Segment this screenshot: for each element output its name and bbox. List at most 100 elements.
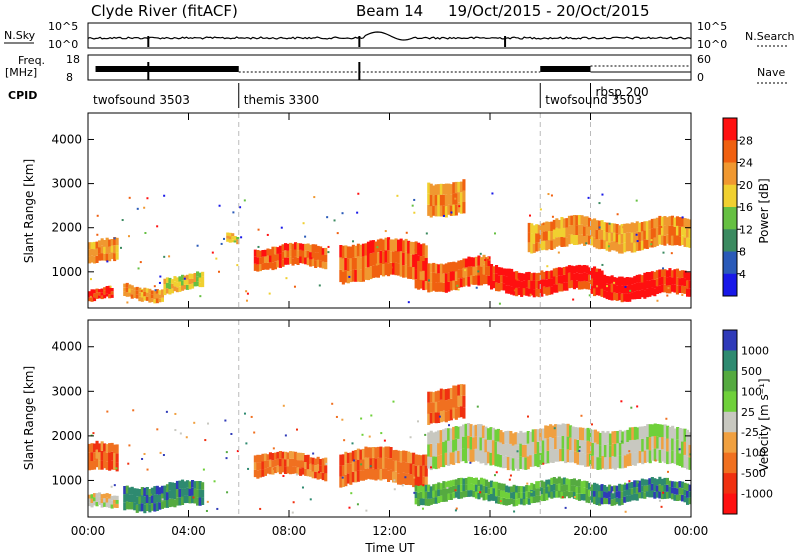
echo-speck (601, 193, 604, 196)
echo-cell (427, 491, 431, 499)
echo-cell (306, 462, 310, 470)
echo-cell (261, 263, 265, 270)
echo-cell (681, 217, 685, 227)
echo-cell (191, 487, 195, 496)
echo-cell (590, 278, 594, 287)
echo-cell (399, 462, 403, 474)
echo-cell (532, 484, 536, 491)
echo-cell (462, 478, 466, 485)
echo-cell (268, 262, 272, 269)
echo-cell (655, 227, 659, 237)
echo-cell (454, 181, 458, 194)
echo-cell (580, 281, 584, 290)
power-colorbar-step (723, 118, 737, 141)
echo-cell (394, 471, 398, 483)
echo-cell (474, 484, 478, 492)
echo-cell (625, 489, 629, 496)
echo-cell (686, 280, 690, 289)
echo-speck (96, 214, 99, 217)
echo-cell (623, 293, 627, 302)
echo-cell (486, 428, 490, 440)
echo-cell (565, 218, 569, 228)
echo-speck (424, 433, 427, 436)
echo-cell (394, 250, 398, 263)
echo-speck (484, 259, 487, 262)
echo-cell (496, 454, 500, 467)
echo-cell (424, 280, 428, 290)
echo-cell (653, 436, 657, 449)
echo-cell (675, 277, 679, 286)
echo-cell (507, 285, 511, 294)
echo-cell (88, 443, 92, 453)
echo-cell (273, 246, 277, 255)
echo-cell (389, 469, 393, 481)
echo-cell (564, 423, 568, 437)
echo-cell (535, 488, 539, 496)
echo-cell (556, 424, 560, 437)
echo-cell (414, 491, 418, 499)
echo-cell (278, 253, 282, 261)
echo-cell (638, 232, 642, 242)
echo-cell (135, 294, 139, 299)
echo-cell (482, 274, 486, 285)
echo-cell (464, 258, 468, 268)
echo-cell (452, 193, 456, 205)
echo-cell (110, 245, 114, 253)
echo-cell (286, 466, 290, 474)
echo-cell (427, 263, 431, 273)
velocity-colorbar-tick-label: -100 (741, 447, 766, 460)
echo-speck (526, 415, 529, 418)
echo-speck (396, 194, 399, 197)
echo-cell (688, 238, 691, 248)
echo-cell (526, 431, 530, 444)
echo-speck (121, 219, 124, 222)
echo-cell (409, 463, 413, 475)
echo-cell (514, 444, 518, 457)
echo-cell (610, 275, 614, 284)
echo-cell (648, 437, 652, 451)
echo-cell (165, 484, 169, 493)
echo-cell (93, 256, 97, 264)
echo-cell (442, 429, 446, 442)
echo-cell (648, 288, 652, 297)
echo-cell (640, 240, 644, 251)
echo-speck (126, 301, 129, 304)
echo-speck (550, 194, 553, 197)
echo-cell (369, 240, 373, 254)
echo-cell (128, 288, 132, 293)
echo-speck (422, 484, 425, 487)
echo-cell (479, 484, 483, 491)
echo-cell (668, 225, 672, 236)
echo-cell (505, 485, 509, 493)
echo-cell (554, 449, 558, 462)
echo-speck (578, 446, 581, 449)
echo-cell (103, 451, 107, 460)
echo-cell (547, 287, 551, 295)
echo-cell (673, 226, 677, 236)
echo-cell (557, 267, 561, 276)
echo-cell (589, 429, 593, 442)
echo-cell (389, 239, 393, 252)
echo-cell (459, 181, 463, 193)
echo-cell (429, 263, 433, 273)
echo-cell (281, 244, 285, 252)
echo-cell (678, 285, 682, 293)
echo-cell (439, 483, 443, 490)
echo-cell (593, 237, 597, 248)
echo-cell (555, 267, 559, 277)
echo-cell (512, 484, 516, 492)
echo-cell (546, 438, 550, 451)
echo-cell (576, 439, 580, 453)
echo-cell (319, 246, 323, 254)
echo-cell (638, 274, 642, 283)
echo-cell (324, 457, 328, 466)
echo-cell (404, 251, 408, 265)
echo-cell (399, 251, 403, 264)
echo-cell (593, 455, 597, 469)
echo-cell (419, 262, 423, 272)
echo-cell (417, 465, 421, 477)
velocity-colorbar-tick-label: -500 (741, 467, 766, 480)
echo-cell (145, 288, 149, 293)
echo-cell (93, 297, 97, 302)
echo-cell (572, 225, 576, 235)
